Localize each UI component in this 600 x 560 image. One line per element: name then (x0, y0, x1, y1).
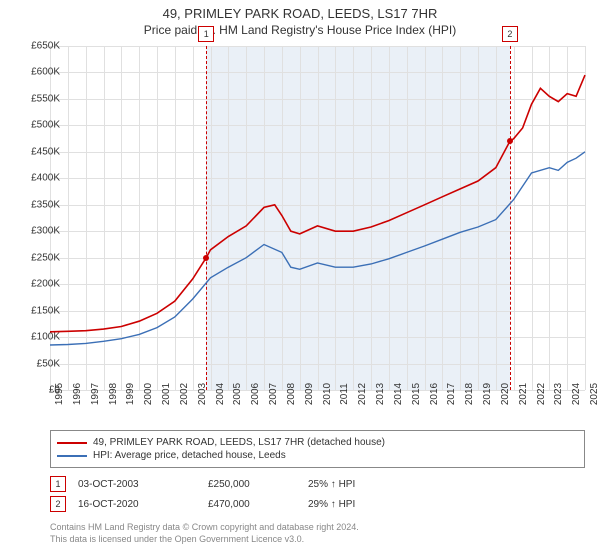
footer-line-2: This data is licensed under the Open Gov… (50, 534, 585, 546)
y-axis-tick-label: £400K (14, 173, 60, 184)
x-axis-tick-label: 2018 (464, 383, 475, 405)
transaction-date: 16-OCT-2020 (78, 499, 208, 510)
transaction-delta: 25% ↑ HPI (308, 479, 428, 490)
x-axis-tick-label: 2006 (250, 383, 261, 405)
y-axis-tick-label: £150K (14, 305, 60, 316)
grid-line-v (585, 46, 586, 390)
transaction-table: 1 03-OCT-2003£250,00025% ↑ HPI 2 16-OCT-202… (50, 472, 585, 516)
x-axis-tick-label: 2012 (357, 383, 368, 405)
x-axis-tick-label: 2023 (553, 383, 564, 405)
footer-line-1: Contains HM Land Registry data © Crown c… (50, 522, 585, 534)
transaction-marker-box: 1 (198, 26, 214, 42)
legend-swatch (57, 455, 87, 457)
x-axis-tick-label: 2013 (375, 383, 386, 405)
x-axis-tick-label: 2020 (500, 383, 511, 405)
x-axis-tick-label: 2010 (322, 383, 333, 405)
legend-swatch (57, 442, 87, 444)
legend-row: HPI: Average price, detached house, Leed… (57, 450, 578, 461)
x-axis-tick-label: 2015 (411, 383, 422, 405)
x-axis-tick-label: 2001 (161, 383, 172, 405)
x-axis-tick-label: 1996 (72, 383, 83, 405)
x-axis-tick-label: 1997 (90, 383, 101, 405)
legend-label: 49, PRIMLEY PARK ROAD, LEEDS, LS17 7HR (… (93, 437, 385, 448)
x-axis-tick-label: 2008 (286, 383, 297, 405)
y-axis-tick-label: £500K (14, 120, 60, 131)
y-axis-tick-label: £300K (14, 226, 60, 237)
legend-label: HPI: Average price, detached house, Leed… (93, 450, 286, 461)
x-axis-tick-label: 2005 (232, 383, 243, 405)
legend-row: 49, PRIMLEY PARK ROAD, LEEDS, LS17 7HR (… (57, 437, 578, 448)
x-axis-tick-label: 2017 (446, 383, 457, 405)
x-axis-tick-label: 2007 (268, 383, 279, 405)
x-axis-tick-label: 1998 (108, 383, 119, 405)
y-axis-tick-label: £350K (14, 199, 60, 210)
series-line-hpi (50, 152, 585, 345)
x-axis-tick-label: 2016 (429, 383, 440, 405)
transaction-date: 03-OCT-2003 (78, 479, 208, 490)
x-axis-tick-label: 2014 (393, 383, 404, 405)
x-axis-tick-label: 2000 (143, 383, 154, 405)
x-axis-tick-label: 2004 (215, 383, 226, 405)
y-axis-tick-label: £50K (14, 358, 60, 369)
transaction-price: £470,000 (208, 499, 308, 510)
x-axis-tick-label: 2003 (197, 383, 208, 405)
y-axis-tick-label: £650K (14, 41, 60, 52)
transaction-row: 1 03-OCT-2003£250,00025% ↑ HPI (50, 476, 585, 492)
y-axis-tick-label: £600K (14, 67, 60, 78)
transaction-row-marker: 2 (50, 496, 66, 512)
x-axis-tick-label: 2019 (482, 383, 493, 405)
y-axis-tick-label: £200K (14, 279, 60, 290)
x-axis-tick-label: 2024 (571, 383, 582, 405)
chart-legend: 49, PRIMLEY PARK ROAD, LEEDS, LS17 7HR (… (50, 430, 585, 468)
x-axis-tick-label: 2009 (304, 383, 315, 405)
transaction-row-marker: 1 (50, 476, 66, 492)
y-axis-tick-label: £100K (14, 332, 60, 343)
chart-title-address: 49, PRIMLEY PARK ROAD, LEEDS, LS17 7HR (0, 6, 600, 21)
y-axis-tick-label: £450K (14, 146, 60, 157)
x-axis-tick-label: 1995 (54, 383, 65, 405)
x-axis-tick-label: 2011 (339, 383, 350, 405)
transaction-delta: 29% ↑ HPI (308, 499, 428, 510)
series-line-property (50, 75, 585, 332)
transaction-price: £250,000 (208, 479, 308, 490)
chart-footer: Contains HM Land Registry data © Crown c… (50, 522, 585, 545)
transaction-row: 2 16-OCT-2020£470,00029% ↑ HPI (50, 496, 585, 512)
x-axis-tick-label: 2022 (536, 383, 547, 405)
transaction-marker-box: 2 (502, 26, 518, 42)
x-axis-tick-label: 1999 (125, 383, 136, 405)
y-axis-tick-label: £550K (14, 93, 60, 104)
x-axis-tick-label: 2021 (518, 383, 529, 405)
x-axis-tick-label: 2025 (589, 383, 600, 405)
x-axis-tick-label: 2002 (179, 383, 190, 405)
chart-plot-area: 12 (50, 46, 585, 390)
y-axis-tick-label: £250K (14, 252, 60, 263)
